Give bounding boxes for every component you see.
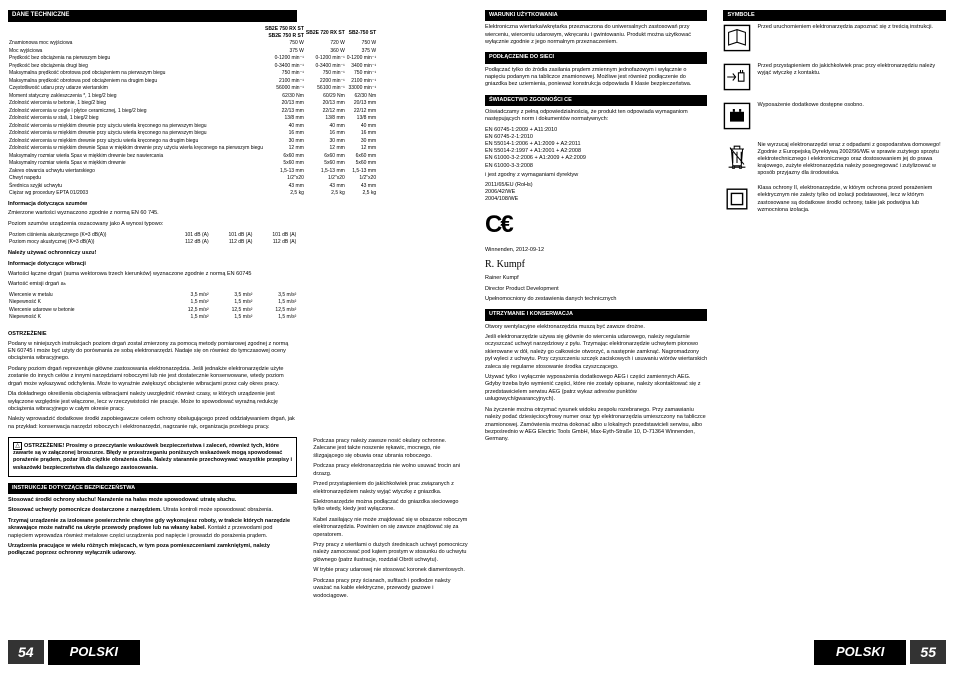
header-conn: PODŁĄCZENIE DO SIECI [485,52,708,63]
warn-heading: OSTRZEŻENIE [8,331,297,338]
maint-item: Jeśli elektronarzędzie używa się głównie… [485,334,708,371]
class2-icon [723,185,751,216]
safety-item: Przy pracy z wiertłami o dużych średnica… [313,542,469,564]
warning-box: △OSTRZEŻENIE! Prosimy o przeczytanie wsk… [8,437,297,477]
safety-item: Trzymaj urządzenie za izolowane powierzc… [8,518,297,540]
safety-item: Elektronarzędzie można podłączać do gnia… [313,499,469,514]
safety-item: Podczas pracy przy ścianach, sufitach i … [313,578,469,600]
page-number-left: 54 [8,640,44,664]
accessory-icon [723,102,751,133]
safety-item: Stosować środki ochrony słuchu! Narażeni… [8,497,297,504]
column-tech-specs: DANE TECHNICZNE SB2E 750 RX STSB2E 750 R… [0,0,305,640]
safety-item: Podczas pracy należy zawsze nosić okular… [313,438,469,460]
column-safety-2: Podczas pracy należy zawsze nosić okular… [305,0,477,640]
column-usage-ce: WARUNKI UŻYTKOWANIA Elektroniczna wierta… [477,0,716,640]
safety-item: Stosować uchwyty pomocnicze dostarczone … [8,507,297,514]
safety-item: Kabel zasilający nie może znajdować się … [313,517,469,539]
safety-item: Urządzenia pracujące w wielu różnych mie… [8,543,297,558]
header-safety: INSTRUKCJE DOTYCZĄCE BEZPIECZEŃSTWA [8,483,297,494]
weee-bin-icon [723,142,751,173]
spec-row: Poziom ciśnienia akustycznego (K=3 dB(A)… [8,231,297,239]
safety-item: Podczas pracy elektronarzędzia nie wolno… [313,463,469,478]
spec-row: Niepewność K1,5 m/s²1,5 m/s²1,5 m/s² [8,299,297,307]
vib-title: Informacje dotyczące wibracji [8,261,297,268]
signature: R. Kumpf [485,258,708,271]
spec-row: Wiercenie udarowe w betonie12,5 m/s²12,5… [8,306,297,314]
warning-triangle-icon: △ [13,442,22,450]
column-symbols: SYMBOLE Przed uruchomieniem elektronarzę… [715,0,954,640]
header-usage: WARUNKI UŻYTKOWANIA [485,10,708,21]
maint-item: Na życzenie można otrzymać rysunek widok… [485,407,708,444]
page-footer: 54 POLSKI POLSKI 55 [0,640,954,668]
noise-title: Informacja dotycząca szumów [8,201,297,208]
header-symbols: SYMBOLE [723,10,946,21]
spec-row: Wiercenie w metalu3,5 m/s²3,5 m/s²3,5 m/… [8,291,297,299]
page-lang-right: POLSKI [814,640,906,665]
maint-item: Otwory wentylacyjne elektronarzędzia mus… [485,324,708,331]
header-tech: DANE TECHNICZNE [8,10,297,22]
unplug-icon [723,63,751,94]
page-lang-left: POLSKI [48,640,140,665]
header-ce: ŚWIADECTWO ZGODNOŚCI CE [485,95,708,106]
spec-row: Poziom mocy akustycznej (K=3 dB(A))112 d… [8,239,297,247]
maint-item: Używać tylko i wyłącznie wyposażenia dod… [485,374,708,404]
read-manual-icon [723,24,751,55]
spec-row: Niepewność K1,5 m/s²1,5 m/s²1,5 m/s² [8,314,297,322]
ce-mark-icon: C€ [485,209,708,240]
header-maint: UTRZYMANIE I KONSERWACJA [485,309,708,320]
safety-item: Przed przystąpieniem do jakichkolwiek pr… [313,481,469,496]
safety-item: W trybie pracy udarowej nie stosować kor… [313,567,469,574]
page-number-right: 55 [910,640,946,664]
